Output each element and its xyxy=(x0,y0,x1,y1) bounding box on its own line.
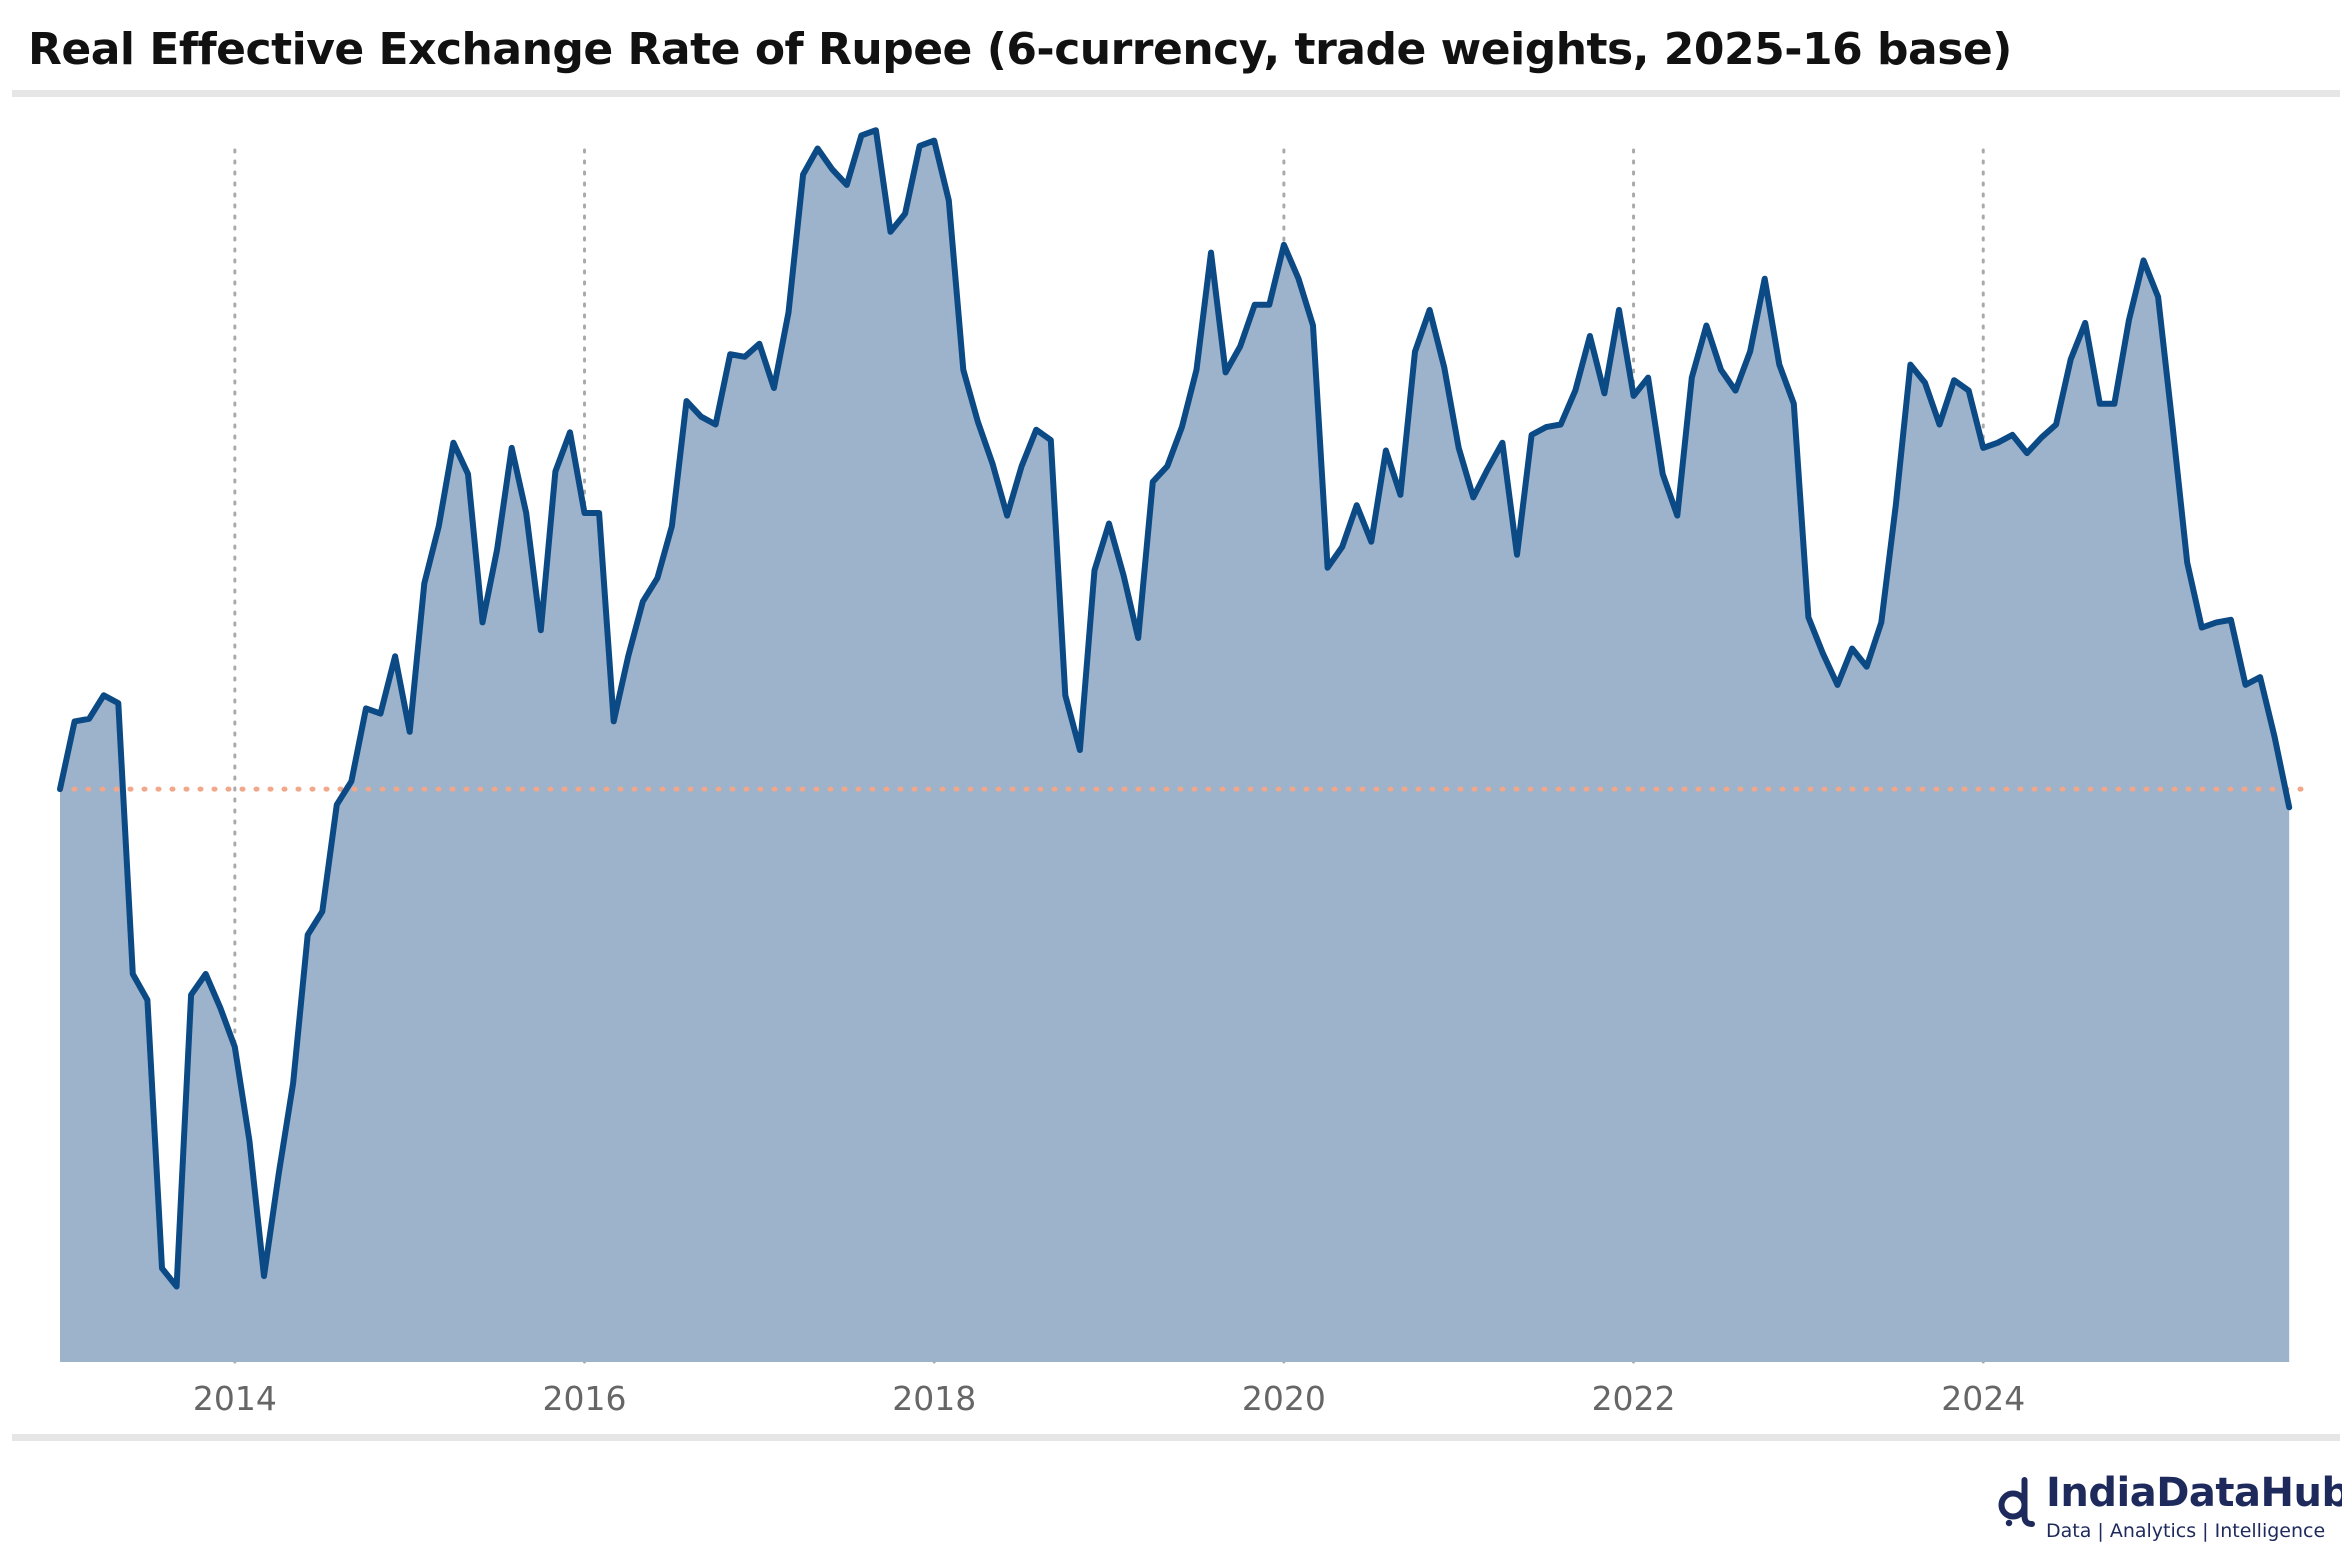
chart-title: Real Effective Exchange Rate of Rupee (6… xyxy=(28,24,2012,75)
area-chart: 2014 2016 2018 2020 2022 2024 xyxy=(57,127,2315,1418)
logo-tagline: Data | Analytics | Intelligence xyxy=(2046,1520,2326,1542)
x-tick-label-2022: 2022 xyxy=(1592,1379,1676,1418)
india-data-hub-logo-icon xyxy=(1998,1477,2035,1527)
bottom-divider xyxy=(12,1434,2340,1441)
x-tick-label-2024: 2024 xyxy=(1941,1379,2025,1418)
series-area xyxy=(60,130,2290,1363)
x-tick-label-2016: 2016 xyxy=(543,1379,627,1418)
series-line xyxy=(57,127,2293,1290)
x-tick-label-2020: 2020 xyxy=(1242,1379,1326,1418)
x-axis-ticks: 2014 2016 2018 2020 2022 2024 xyxy=(193,1379,2025,1418)
x-tick-label-2018: 2018 xyxy=(892,1379,976,1418)
top-divider xyxy=(12,90,2340,97)
x-tick-label-2014: 2014 xyxy=(193,1379,277,1418)
logo-name: IndiaDataHub xyxy=(2046,1470,2342,1516)
india-data-hub-logo: IndiaDataHub Data | Analytics | Intellig… xyxy=(1996,1468,2342,1548)
